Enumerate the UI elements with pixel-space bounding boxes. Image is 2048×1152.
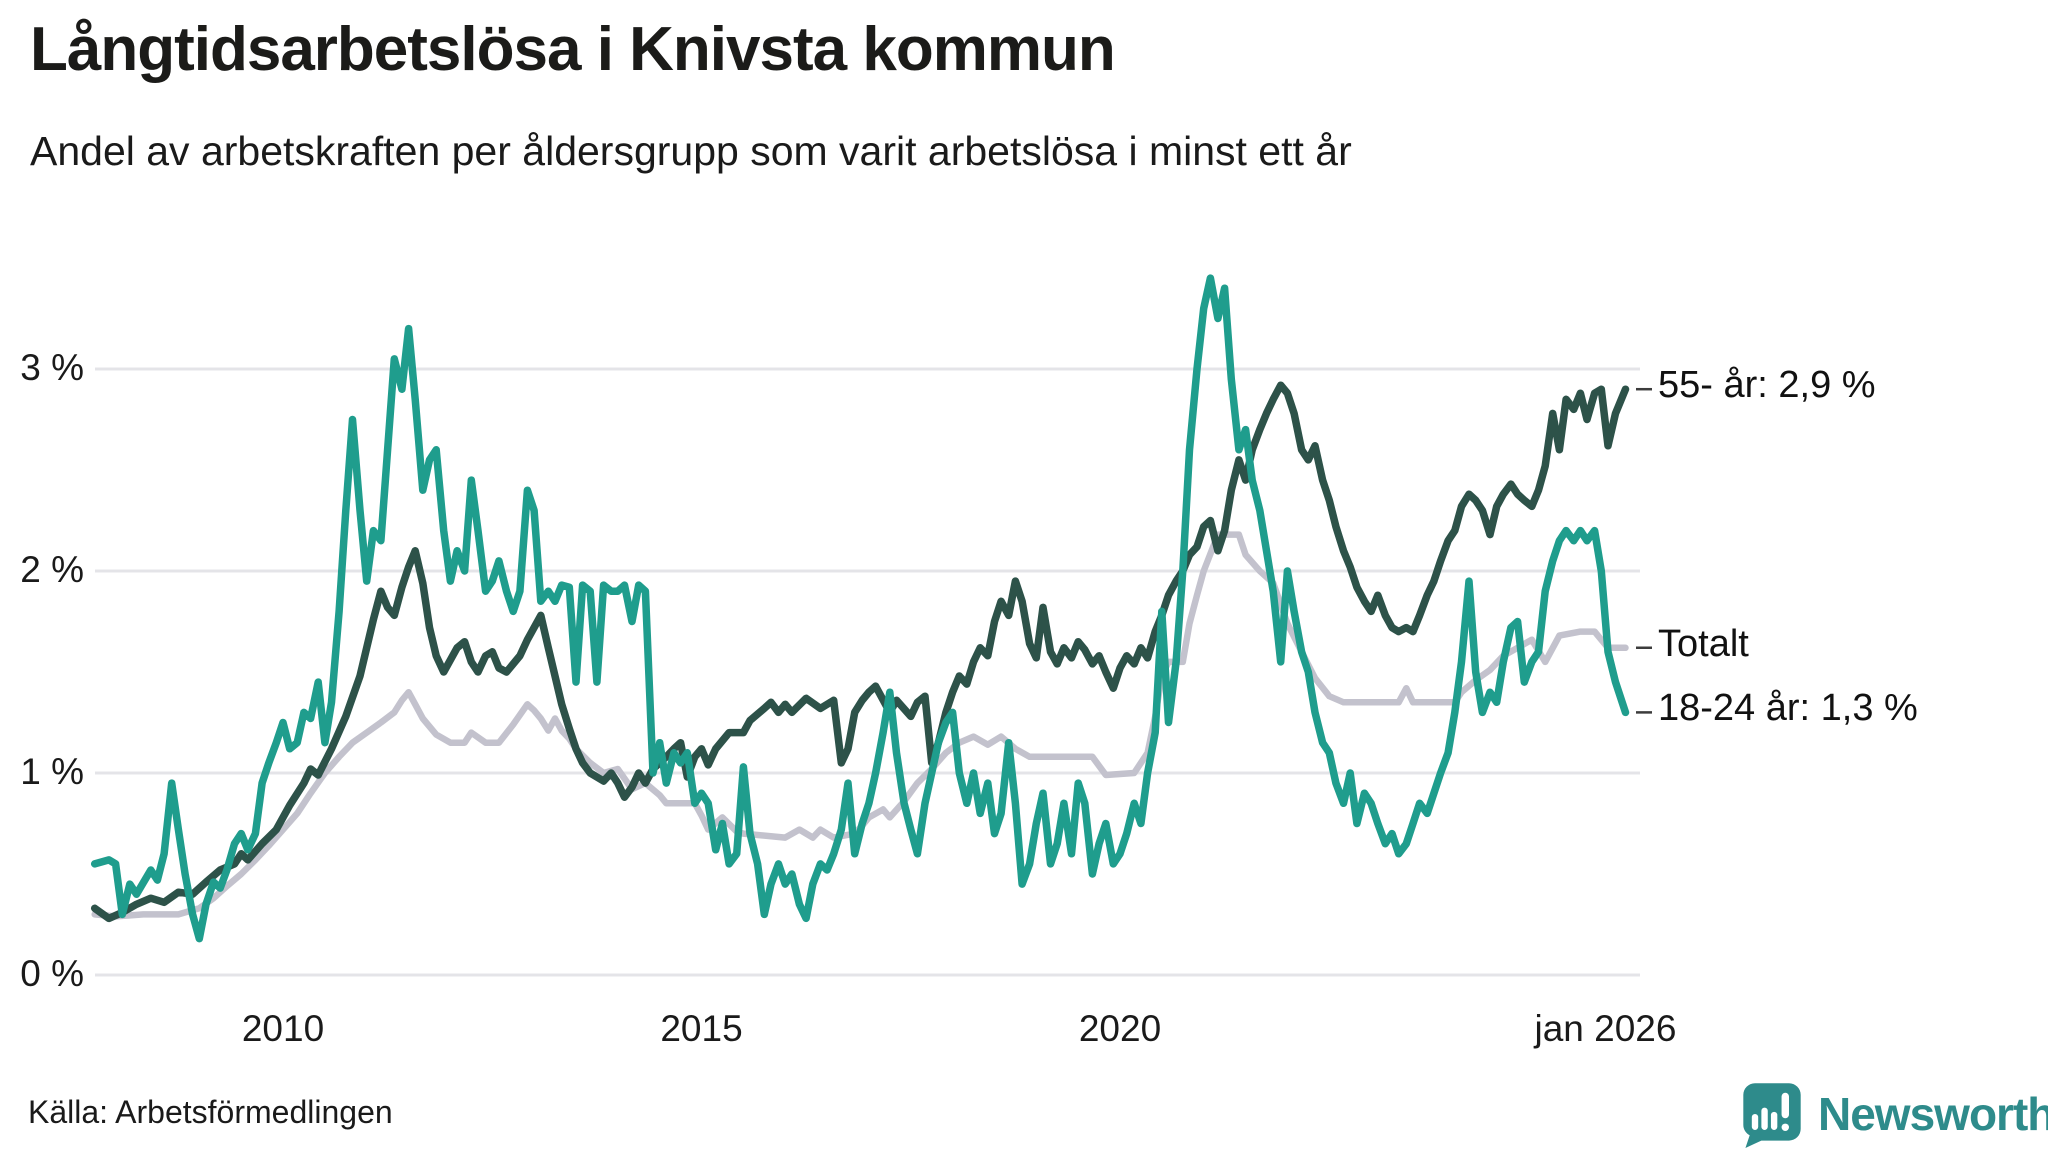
series-line-55-r	[90, 381, 1630, 923]
newsworthy-branding: Newsworthy	[1738, 1080, 2048, 1148]
page-title: Långtidsarbetslösa i Knivsta kommun	[30, 15, 1116, 84]
series-end-label-18-24-r: 18-24 år: 1,3 %	[1658, 687, 1918, 730]
source-note: Källa: Arbetsförmedlingen	[28, 1094, 393, 1130]
y-tick-label: 1 %	[20, 751, 84, 792]
y-tick-label: 0 %	[20, 953, 84, 994]
series-end-label-totalt: Totalt	[1658, 622, 1749, 665]
x-tick-label: jan 2026	[1534, 1008, 1677, 1049]
x-tick-label: 2020	[1078, 1008, 1162, 1049]
bar-2	[1761, 1107, 1768, 1130]
speech-bubble-bar-chart-icon	[1743, 1083, 1801, 1148]
x-tick-label: 2010	[241, 1008, 325, 1049]
page-subtitle: Andel av arbetskraften per åldersgrupp s…	[30, 128, 1352, 174]
exclamation-dot	[1781, 1123, 1789, 1131]
series-end-label-55-r: 55- år: 2,9 %	[1658, 364, 1876, 407]
exclamation-stem	[1781, 1092, 1789, 1119]
y-tick-label: 3 %	[20, 347, 84, 388]
series-line-18-24-r	[90, 274, 1630, 943]
y-tick-label: 2 %	[20, 549, 84, 590]
series-line-totalt	[91, 531, 1629, 920]
bar-1	[1751, 1114, 1759, 1130]
x-tick-label: 2015	[660, 1008, 743, 1049]
brand-name: Newsworthy	[1818, 1088, 2048, 1140]
bar-3	[1770, 1111, 1778, 1130]
